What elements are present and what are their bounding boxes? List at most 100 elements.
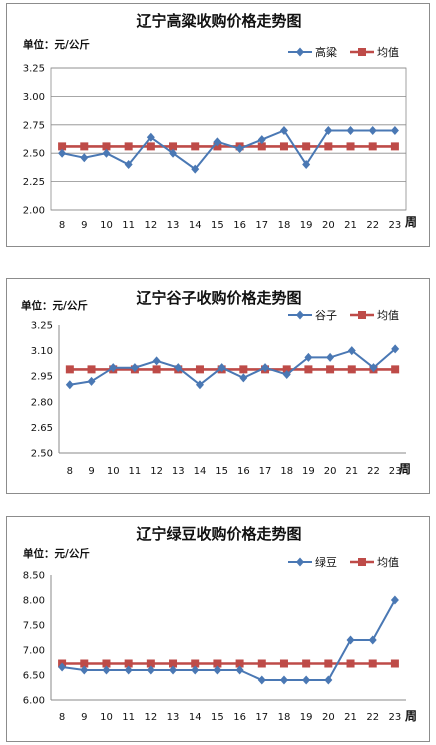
y-tick-label: 2.00 (23, 206, 45, 217)
mean-point (346, 142, 355, 151)
y-tick-label: 2.50 (31, 449, 53, 460)
x-tick-label: 20 (322, 712, 335, 723)
mean-point (191, 659, 200, 668)
price-point (124, 160, 133, 170)
x-tick-label: 11 (129, 466, 142, 477)
x-tick-label: 21 (344, 712, 357, 723)
price-point (124, 665, 133, 675)
x-tick-label: 15 (215, 466, 228, 477)
mean-point (152, 365, 161, 374)
price-point (326, 352, 335, 362)
price-point (235, 665, 244, 675)
price-point (257, 675, 266, 685)
mean-point (368, 142, 377, 151)
chart-panel-millet: 辽宁谷子收购价格走势图 单位：元/公斤 2.50 2.65 2.80 2.95 3.10 3.… (6, 278, 430, 494)
y-tick-label: 3.25 (23, 64, 45, 75)
x-tick-label: 12 (144, 220, 157, 231)
chart-panel-sorghum: 辽宁高粱收购价格走势图 单位：元/公斤 2.00 2.25 2.50 2.75 3.00 3.… (6, 3, 430, 247)
series-line-price (61, 599, 396, 681)
price-point (174, 363, 183, 373)
price-point (146, 132, 155, 142)
legend-label: 均值 (377, 46, 399, 59)
mean-point (279, 142, 288, 151)
price-point (191, 164, 200, 174)
x-tick-label: 8 (67, 466, 73, 477)
price-point (213, 137, 222, 147)
mean-point (58, 142, 67, 151)
price-point (369, 363, 378, 373)
x-tick-label: 23 (389, 712, 402, 723)
price-point (302, 160, 311, 170)
legend-label: 谷子 (315, 309, 337, 322)
y-tick-label: 2.25 (23, 177, 45, 188)
x-tick-label: 19 (302, 466, 315, 477)
mean-point (146, 142, 155, 151)
x-tick-label: 15 (211, 712, 224, 723)
chart-title: 辽宁高粱收购价格走势图 (136, 12, 301, 30)
mean-point (347, 365, 356, 374)
y-tick-label: 7.00 (23, 646, 45, 657)
price-point (169, 665, 178, 675)
mean-point (279, 659, 288, 668)
price-point (346, 125, 355, 135)
y-tick-label: 8.50 (23, 571, 45, 582)
price-point (282, 369, 291, 379)
x-tick-label: 18 (278, 220, 291, 231)
x-tick-label: 14 (189, 712, 202, 723)
mean-point (124, 142, 133, 151)
y-tick-label: 2.65 (31, 423, 53, 434)
x-tick-label: 22 (366, 712, 379, 723)
mean-point (324, 142, 333, 151)
mean-point (102, 142, 111, 151)
x-tick-label: 10 (100, 712, 113, 723)
mean-point (65, 365, 74, 374)
price-point (65, 380, 74, 390)
mean-point (304, 365, 313, 374)
price-point (80, 153, 89, 163)
x-tick-label: 17 (255, 220, 268, 231)
x-tick-label: 9 (81, 712, 87, 723)
x-tick-label: 13 (167, 712, 180, 723)
chart-panel-mungbean: 辽宁绿豆收购价格走势图 单位：元/公斤 6.00 6.50 7.00 7.50 8.00 8.… (6, 516, 430, 742)
y-tick-label: 3.25 (31, 321, 53, 332)
price-point (191, 665, 200, 675)
unit-label: 单位：元/公斤 (23, 547, 90, 560)
unit-label: 单位：元/公斤 (21, 299, 88, 312)
price-point (102, 148, 111, 158)
mean-point (235, 659, 244, 668)
mean-point (213, 142, 222, 151)
price-point (109, 363, 118, 373)
mean-point (324, 659, 333, 668)
price-point (257, 135, 266, 145)
mean-point (239, 365, 248, 374)
y-tick-label: 3.10 (31, 346, 53, 357)
x-tick-label: 23 (389, 466, 402, 477)
x-axis-label: 周 (405, 215, 417, 229)
x-tick-label: 13 (167, 220, 180, 231)
x-tick-label: 8 (59, 220, 65, 231)
legend-marker-square (358, 48, 366, 56)
plot-frame (50, 67, 407, 211)
x-tick-label: 20 (322, 220, 335, 231)
unit-label: 单位：元/公斤 (23, 38, 90, 51)
mean-point (257, 659, 266, 668)
legend-marker-diamond (296, 557, 304, 567)
price-point (130, 363, 139, 373)
x-axis-label: 周 (405, 709, 417, 723)
price-point (87, 376, 96, 386)
mean-point (102, 659, 111, 668)
mean-point (368, 659, 377, 668)
x-tick-label: 17 (259, 466, 272, 477)
x-tick-label: 20 (324, 466, 337, 477)
mean-point (302, 142, 311, 151)
x-tick-label: 11 (122, 220, 135, 231)
mean-point (169, 142, 178, 151)
y-tick-label: 6.50 (23, 671, 45, 682)
legend-label: 均值 (377, 556, 399, 569)
legend-label: 高粱 (315, 45, 337, 59)
x-tick-label: 19 (300, 220, 313, 231)
x-tick-label: 22 (366, 220, 379, 231)
legend-label: 均值 (377, 309, 399, 322)
